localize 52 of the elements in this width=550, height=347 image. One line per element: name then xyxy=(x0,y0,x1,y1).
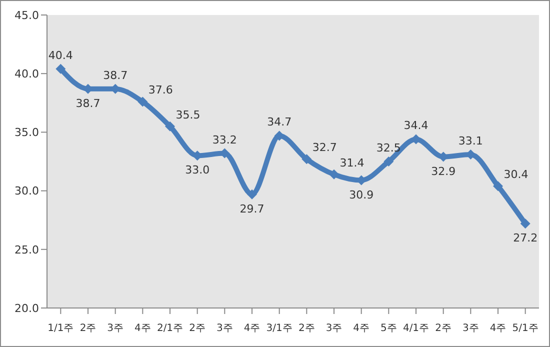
x-tick-label: 2주 xyxy=(189,323,206,334)
x-tick-label: 5주 xyxy=(380,323,397,334)
x-tick-label: 1/1주 xyxy=(48,323,74,334)
y-tick-label: 25.0 xyxy=(14,243,39,256)
data-label: 38.7 xyxy=(76,96,100,110)
point xyxy=(329,169,339,180)
x-tick-label: 5/1주 xyxy=(512,323,538,334)
x-tick-label: 4주 xyxy=(134,323,151,334)
y-tick-label: 20.0 xyxy=(14,302,39,315)
data-label: 37.6 xyxy=(148,84,173,97)
point xyxy=(384,156,394,166)
data-label: 30.9 xyxy=(349,188,374,202)
data-label: 38.7 xyxy=(103,68,128,82)
x-tick-label: 4주 xyxy=(353,323,370,334)
point xyxy=(520,218,530,229)
data-label: 34.7 xyxy=(267,116,292,129)
x-tick-label: 4주 xyxy=(244,323,260,334)
point xyxy=(411,134,421,144)
point xyxy=(56,64,66,74)
x-tick-label: 3주 xyxy=(107,323,124,334)
data-label: 27.2 xyxy=(513,232,538,245)
point xyxy=(493,181,503,192)
data-label: 32.5 xyxy=(376,142,401,154)
x-tick-label: 4/1주 xyxy=(402,323,430,334)
x-tick-label: 3/1주 xyxy=(266,323,292,334)
y-tick-label: 30.0 xyxy=(14,184,39,198)
point xyxy=(302,154,312,164)
x-tick-label: 2주 xyxy=(298,323,315,334)
data-label: 32.7 xyxy=(312,141,337,154)
x-tick-label: 2주 xyxy=(80,323,96,334)
y-tick-label: 45.0 xyxy=(14,8,39,22)
data-label: 31.4 xyxy=(340,156,364,170)
data-label: 34.4 xyxy=(404,119,428,132)
x-tick-label: 3주 xyxy=(216,323,233,334)
point xyxy=(247,189,257,200)
data-label: 29.7 xyxy=(240,202,264,216)
x-tick-label: 3주 xyxy=(462,323,479,334)
data-label: 33.0 xyxy=(185,164,210,177)
data-label: 40.4 xyxy=(48,48,73,62)
point xyxy=(138,96,148,107)
y-tick-label: 40.0 xyxy=(14,68,39,81)
point xyxy=(165,121,175,132)
x-tick-label: 3주 xyxy=(326,323,342,334)
data-label: 33.2 xyxy=(212,133,237,146)
data-label: 30.4 xyxy=(504,168,528,182)
data-label: 35.5 xyxy=(176,108,200,122)
x-tick-label: 2주 xyxy=(435,323,452,334)
y-tick-label: 35.0 xyxy=(14,126,39,140)
x-tick-label: 2/1주 xyxy=(156,323,184,334)
data-label: 33.1 xyxy=(458,134,483,148)
x-tick-label: 4주 xyxy=(490,323,506,334)
data-label: 32.9 xyxy=(431,164,456,178)
